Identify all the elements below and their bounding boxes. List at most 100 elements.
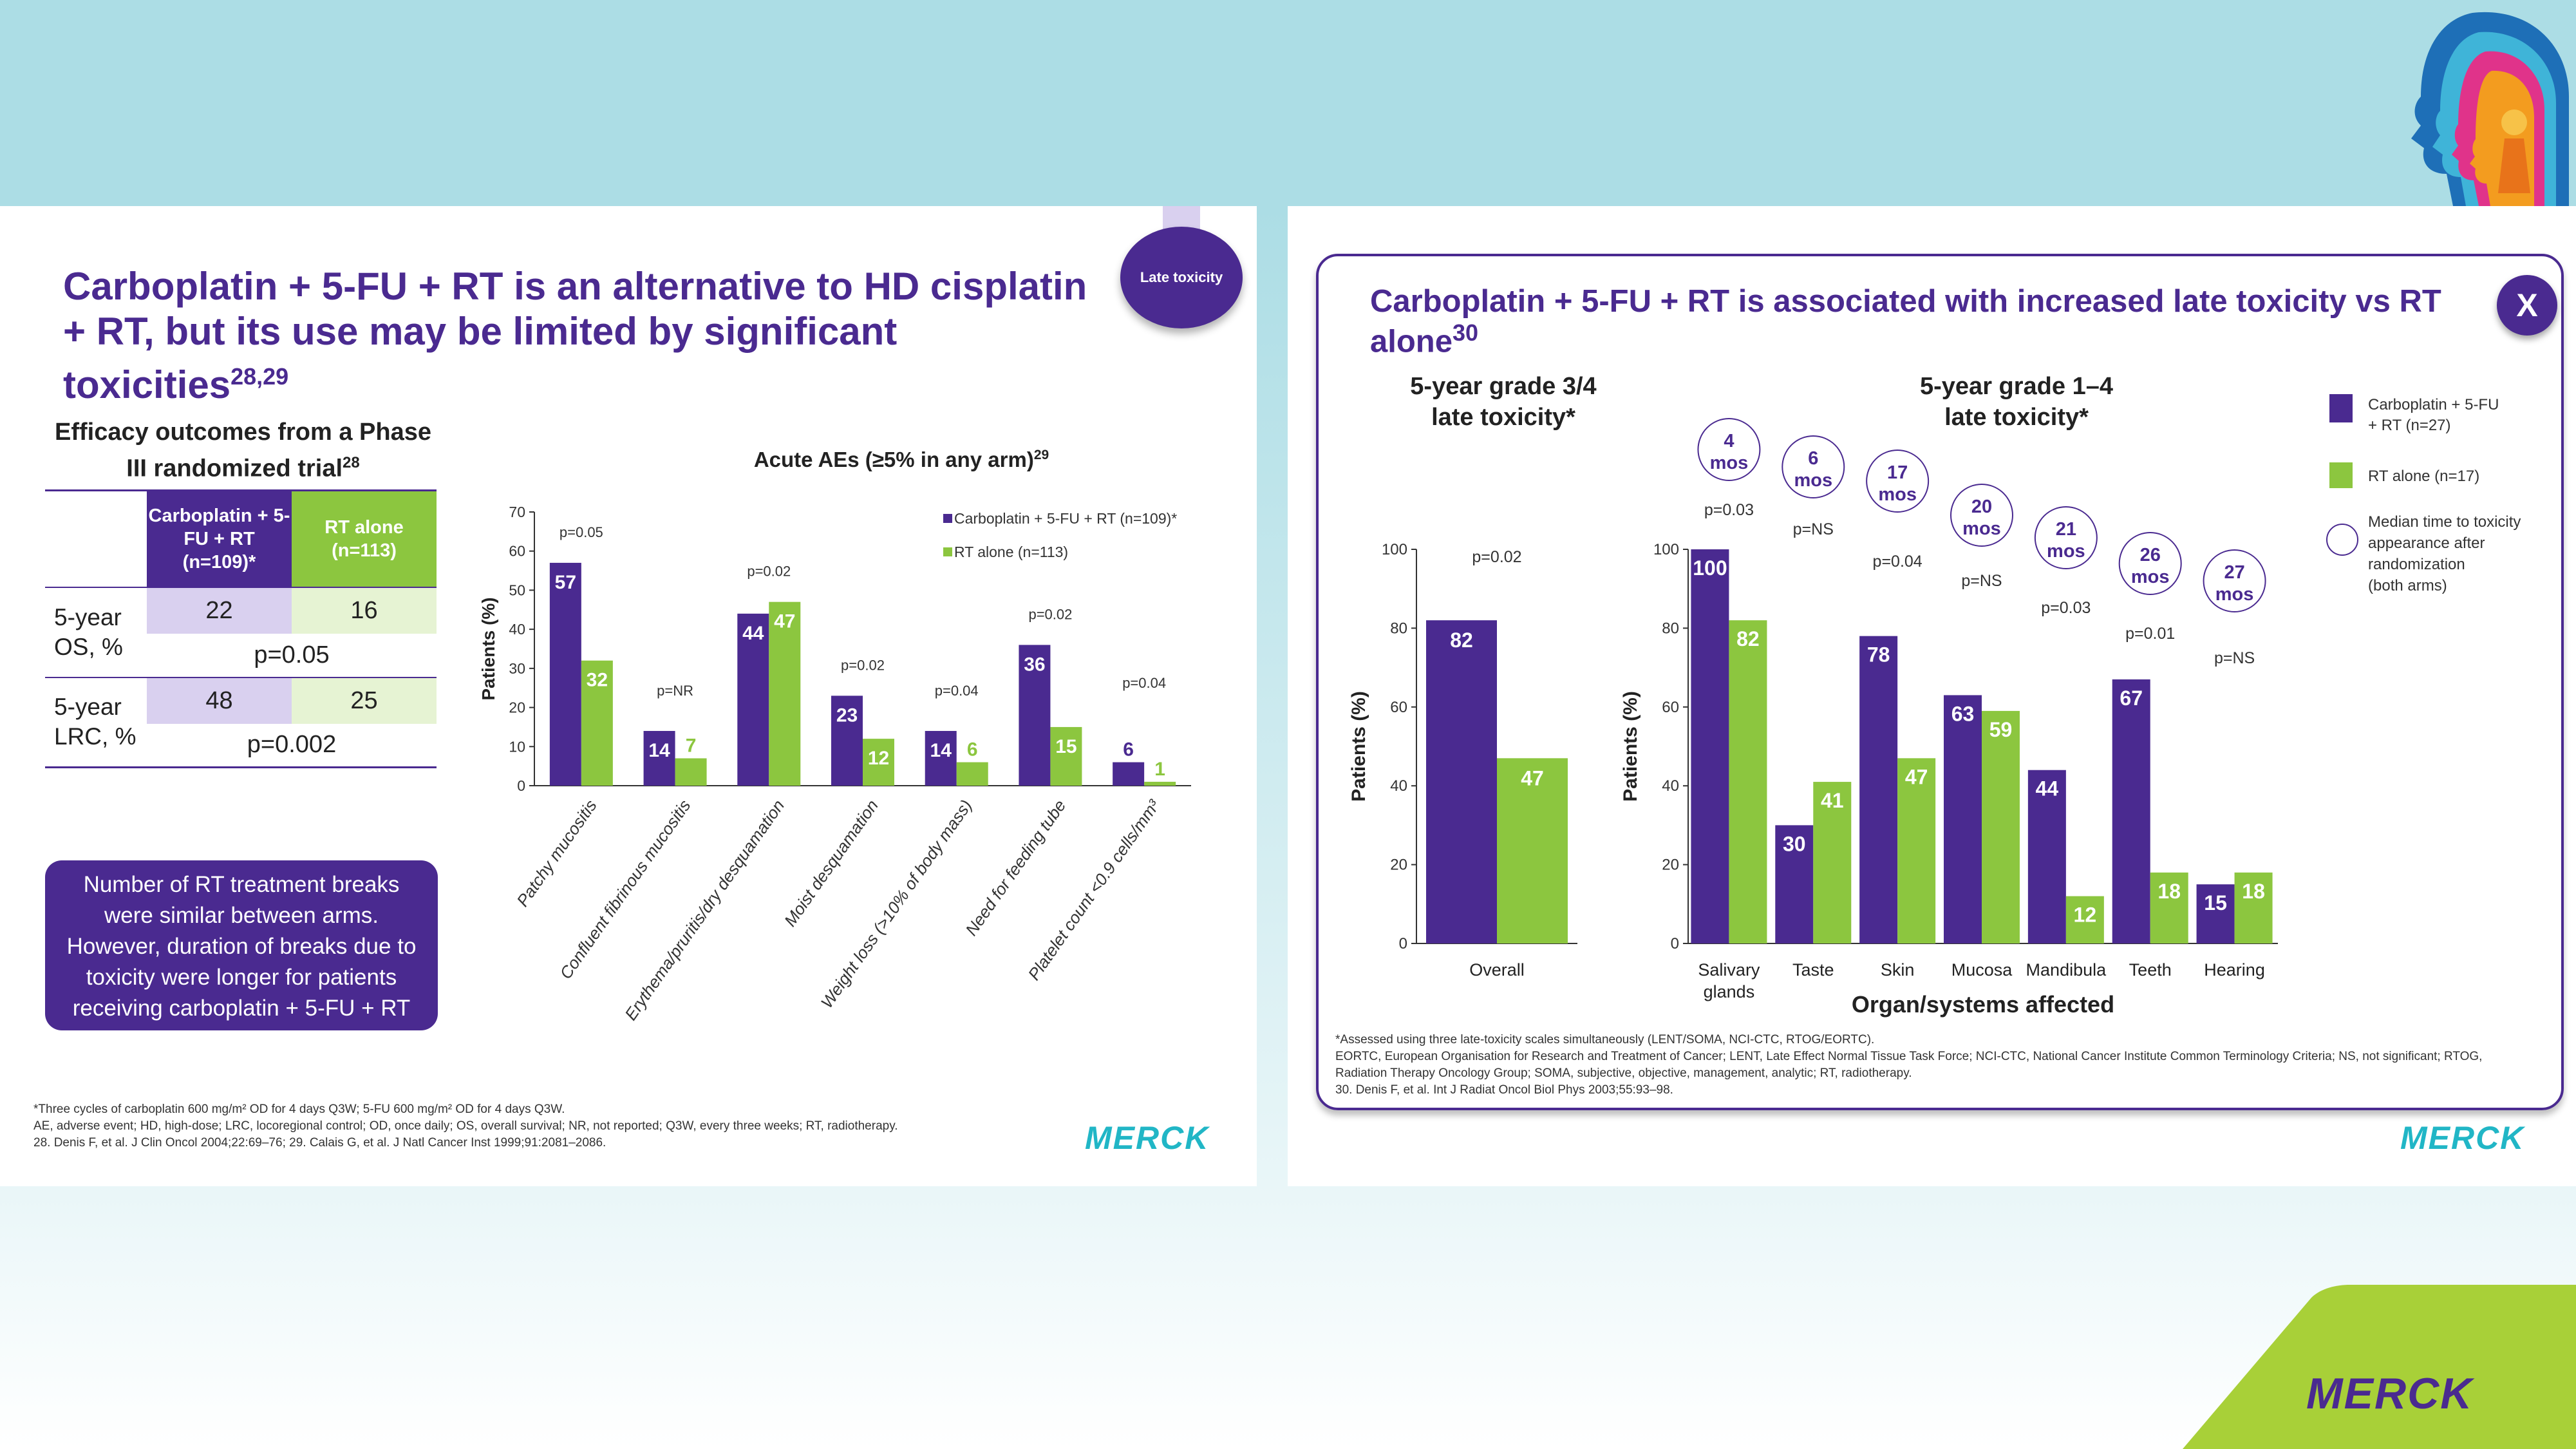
chart2a-category-label: Overall xyxy=(1469,960,1525,980)
chart2b-median-unit: mos xyxy=(1794,470,1832,491)
chart2-legend-rt: RT alone (n=17) xyxy=(2368,468,2479,485)
chart1-bar-carboplatin xyxy=(549,562,581,786)
left-footnote-1: *Three cycles of carboplatin 600 mg/m² O… xyxy=(33,1103,565,1116)
chart1-bar-rt xyxy=(769,601,801,786)
chart2-legend-swatch-carboplatin xyxy=(2329,394,2353,422)
row-label-lrc: 5-year LRC, % xyxy=(54,694,136,750)
efficacy-heading: Efficacy outcomes from a Phase III rando… xyxy=(55,419,431,482)
chart2b-bar-rt xyxy=(2234,872,2273,943)
chart2b-category-label: Mandibula xyxy=(2026,960,2107,980)
chart1-bar-rt xyxy=(1144,781,1176,786)
chart1-category-label: Weight loss (>10% of body mass) xyxy=(817,796,976,1012)
chart2b-bar-rt xyxy=(1813,782,1852,943)
chart2b-median-unit: mos xyxy=(2131,567,2170,587)
chart1-legend-swatch-rt xyxy=(943,547,952,556)
chart1-pvalue: p=0.05 xyxy=(559,524,603,540)
chart1-legend-swatch-carboplatin xyxy=(943,514,952,523)
top-tab-accent xyxy=(1163,206,1200,231)
chart2b-median-value: 20 xyxy=(1971,497,1992,517)
chart2b-value-carboplatin: 67 xyxy=(2120,687,2143,710)
chart2-legend-carboplatin-1: Carboplatin + 5-FU xyxy=(2368,396,2499,413)
left-slide-title: Carboplatin + 5-FU + RT is an alternativ… xyxy=(63,265,1087,406)
cell-os-rt: 16 xyxy=(292,587,437,634)
chart2b-median-circle xyxy=(2118,532,2182,595)
chart2b-category-label: Mucosa xyxy=(1951,960,2013,980)
chart2b-median-value: 26 xyxy=(2140,545,2161,565)
close-button[interactable]: X xyxy=(2497,275,2557,336)
chart2b-median-circle xyxy=(2034,506,2098,569)
chart2b-ytick-label: 100 xyxy=(1653,541,1679,558)
right-footnote-4: 30. Denis F, et al. Int J Radiat Oncol B… xyxy=(1335,1083,1673,1097)
chart2b-pvalue: p=NS xyxy=(2214,649,2255,667)
chart2b-x-label: Organ/systems affected xyxy=(1852,991,2114,1018)
chart1-bar-carboplatin xyxy=(1019,645,1051,786)
chart1-value-rt: 15 xyxy=(1055,736,1076,757)
chart2b-bar-carboplatin xyxy=(2196,884,2235,943)
table-header-rt-alone: RT alone (n=113) xyxy=(292,490,437,587)
chart2b-median-value: 6 xyxy=(1808,448,1818,469)
chart2b-median-unit: mos xyxy=(2047,541,2085,562)
chart2b-bar-rt xyxy=(1729,620,1767,943)
chart2b-median-circle xyxy=(1782,435,1845,498)
chart2a-title-line1: 5-year grade 3/4 xyxy=(1410,373,1596,400)
chart1-ytick-label: 50 xyxy=(509,582,525,598)
chart1-bar-carboplatin xyxy=(925,731,957,786)
chart1-bar-rt xyxy=(675,758,707,786)
chart1-legend-carboplatin: Carboplatin + 5-FU + RT (n=109)* xyxy=(954,510,1177,527)
right-footnote-2: EORTC, European Organisation for Researc… xyxy=(1335,1050,2483,1063)
chart2a-title-line2: late toxicity* xyxy=(1431,404,1575,431)
chart2b-value-rt: 41 xyxy=(1821,789,1844,812)
chart2b-median-circle xyxy=(2203,549,2266,612)
right-slide-panel xyxy=(1288,206,2576,1186)
chart2b-bar-carboplatin xyxy=(2112,679,2150,943)
chart1-pvalue: p=0.04 xyxy=(1122,675,1166,691)
chart2b-median-unit: mos xyxy=(1878,484,1917,505)
chart1-pvalue: p=0.04 xyxy=(935,683,979,699)
chart1-y-label: Patients (%) xyxy=(478,597,498,700)
chart2b-bar-carboplatin xyxy=(1691,549,1729,943)
chart1-bar-rt xyxy=(581,660,613,786)
pvalue-lrc: p=0.002 xyxy=(247,731,337,759)
chart2b-median-unit: mos xyxy=(1710,453,1749,473)
chart1-value-carboplatin: 57 xyxy=(555,572,576,593)
chart1-ytick-label: 70 xyxy=(509,504,525,520)
chart2b-category-label: Salivary xyxy=(1698,960,1760,980)
head-profile-logo xyxy=(2411,12,2569,206)
chart2-legend-swatch-rt xyxy=(2329,462,2353,488)
table-header-carboplatin: Carboplatin + 5-FU + RT (n=109)* xyxy=(147,490,292,587)
chart2b-median-unit: mos xyxy=(2215,584,2254,605)
chart1-ytick-label: 0 xyxy=(517,777,525,794)
chart2b-value-carboplatin: 100 xyxy=(1693,556,1727,580)
right-slide-title: Carboplatin + 5-FU + RT is associated wi… xyxy=(1370,284,2441,359)
merck-logo-left: MERCK xyxy=(1085,1120,1210,1156)
chart2b-value-carboplatin: 78 xyxy=(1867,643,1890,667)
cell-os-carboplatin: 22 xyxy=(147,587,292,634)
chart2b-ytick-label: 80 xyxy=(1662,620,1679,637)
chart2b-bar-rt xyxy=(1897,758,1936,943)
late-toxicity-badge[interactable]: Late toxicity xyxy=(1120,227,1243,328)
chart2-legend-median-line: appearance after xyxy=(2368,535,2485,552)
chart1-value-carboplatin: 6 xyxy=(1123,739,1134,761)
chart2b-ytick-label: 20 xyxy=(1662,857,1679,874)
chart2b-median-unit: mos xyxy=(1962,518,2001,539)
chart1-value-rt: 47 xyxy=(774,611,795,632)
chart2b-bar-carboplatin xyxy=(2027,770,2066,943)
chart2b-median-value: 4 xyxy=(1724,431,1734,451)
chart2b-pvalue: p=0.04 xyxy=(1873,553,1923,571)
chart2b-median-value: 21 xyxy=(2056,519,2076,540)
chart2b-median-value: 17 xyxy=(1887,462,1908,483)
chart1-bar-carboplatin xyxy=(831,696,863,786)
chart2-legend-median-line: (both arms) xyxy=(2368,577,2447,594)
chart1-value-carboplatin: 14 xyxy=(648,740,670,761)
chart1-legend-rt: RT alone (n=113) xyxy=(954,544,1068,560)
chart2b-ytick-label: 0 xyxy=(1671,935,1679,952)
chart1-bar-carboplatin xyxy=(737,613,769,786)
corner-green-shape xyxy=(2183,1285,2576,1449)
chart2b-pvalue: p=NS xyxy=(1961,572,2002,590)
chart2b-title-line2: late toxicity* xyxy=(1944,404,2089,431)
chart2b-bar-rt xyxy=(2065,896,2104,943)
chart2b-pvalue: p=0.03 xyxy=(2041,599,2091,617)
chart2a-ytick-label: 100 xyxy=(1382,541,1407,558)
chart2b-category-label: Taste xyxy=(1792,960,1834,980)
chart1-bar-rt xyxy=(863,739,894,786)
